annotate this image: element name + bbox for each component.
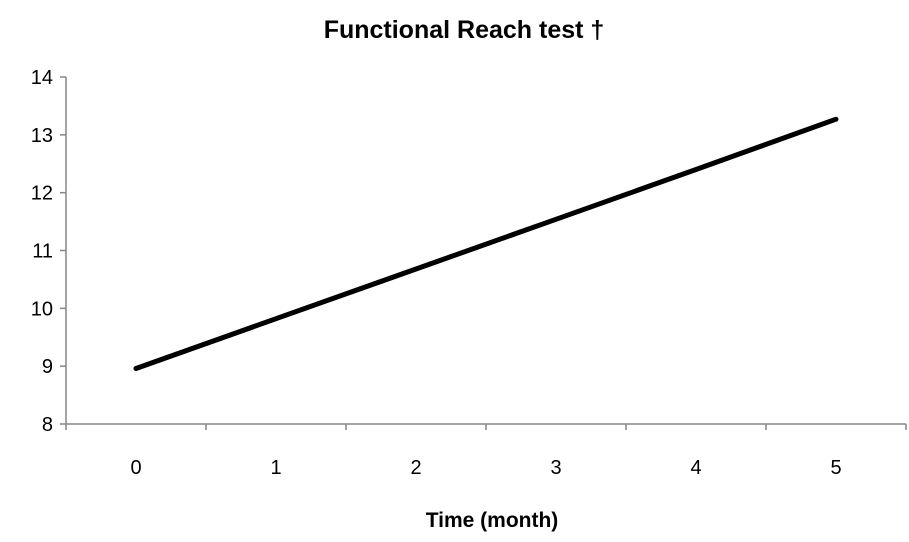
x-tick-label: 2 (410, 457, 421, 479)
chart-title: Functional Reach test † (324, 16, 605, 44)
y-tick-label: 9 (42, 356, 53, 378)
y-tick-label: 13 (31, 125, 53, 147)
x-tick-label: 1 (270, 457, 281, 479)
y-tick-label: 8 (42, 414, 53, 436)
y-tick-label: 14 (31, 67, 53, 89)
y-tick-label: 11 (32, 241, 53, 263)
y-tick-label: 10 (31, 298, 53, 320)
x-tick-label: 4 (690, 457, 701, 479)
x-tick-label: 0 (130, 457, 141, 479)
x-axis-label: Time (month) (426, 509, 559, 532)
y-tick-label: 12 (31, 183, 53, 205)
series-line (136, 119, 836, 368)
x-tick-label: 3 (550, 457, 561, 479)
x-tick-label: 5 (830, 457, 841, 479)
